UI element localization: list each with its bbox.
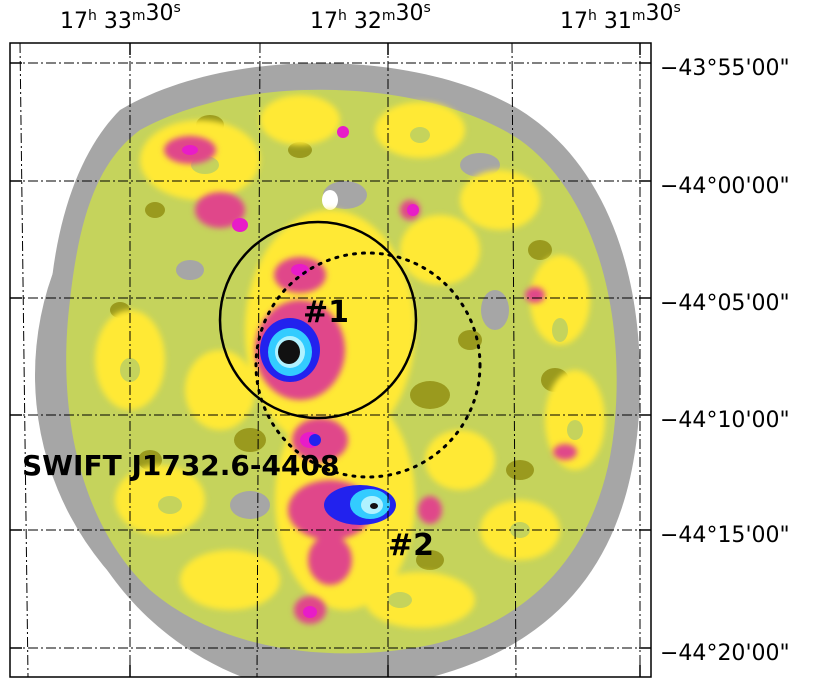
ra-tick-label: 17h 32m30s bbox=[310, 0, 431, 34]
source-1-core bbox=[260, 318, 320, 382]
swift-error-circle bbox=[254, 251, 482, 479]
swift-source-label: SWIFT J1732.6-4408 bbox=[22, 449, 339, 482]
coordinate-grid bbox=[10, 43, 651, 677]
image-frame bbox=[9, 42, 652, 678]
grey-hole bbox=[230, 491, 270, 519]
ra-tick-labels: 17h 33m30s 17h 32m30s 17h 31m30s bbox=[60, 0, 681, 34]
dec-tick-labels: −43°55'00" −44°00'00" −44°05'00" −44°10'… bbox=[660, 56, 790, 666]
olive-speckles bbox=[120, 127, 583, 608]
dec-tick-label: −44°00'00" bbox=[660, 174, 790, 199]
dec-tick-label: −43°55'00" bbox=[660, 56, 790, 81]
grey-hole bbox=[481, 290, 509, 330]
source-1-circle bbox=[218, 220, 418, 420]
white-hole bbox=[322, 190, 338, 210]
dec-tick-label: −44°05'00" bbox=[660, 291, 790, 316]
dec-tick-label: −44°20'00" bbox=[660, 641, 790, 666]
ra-tick-label: 17h 31m30s bbox=[560, 0, 681, 34]
ra-tick-label: 17h 33m30s bbox=[60, 0, 181, 34]
ra-axis-ticks bbox=[129, 43, 641, 677]
emission-map bbox=[10, 43, 651, 677]
source-2-label: #2 bbox=[388, 528, 434, 563]
dec-tick-label: −44°15'00" bbox=[660, 523, 790, 548]
dec-axis-ticks bbox=[10, 62, 651, 649]
source-1-label: #1 bbox=[303, 295, 349, 330]
grey-hole bbox=[176, 260, 204, 280]
dec-tick-label: −44°10'00" bbox=[660, 408, 790, 433]
source-2-core bbox=[309, 434, 396, 525]
